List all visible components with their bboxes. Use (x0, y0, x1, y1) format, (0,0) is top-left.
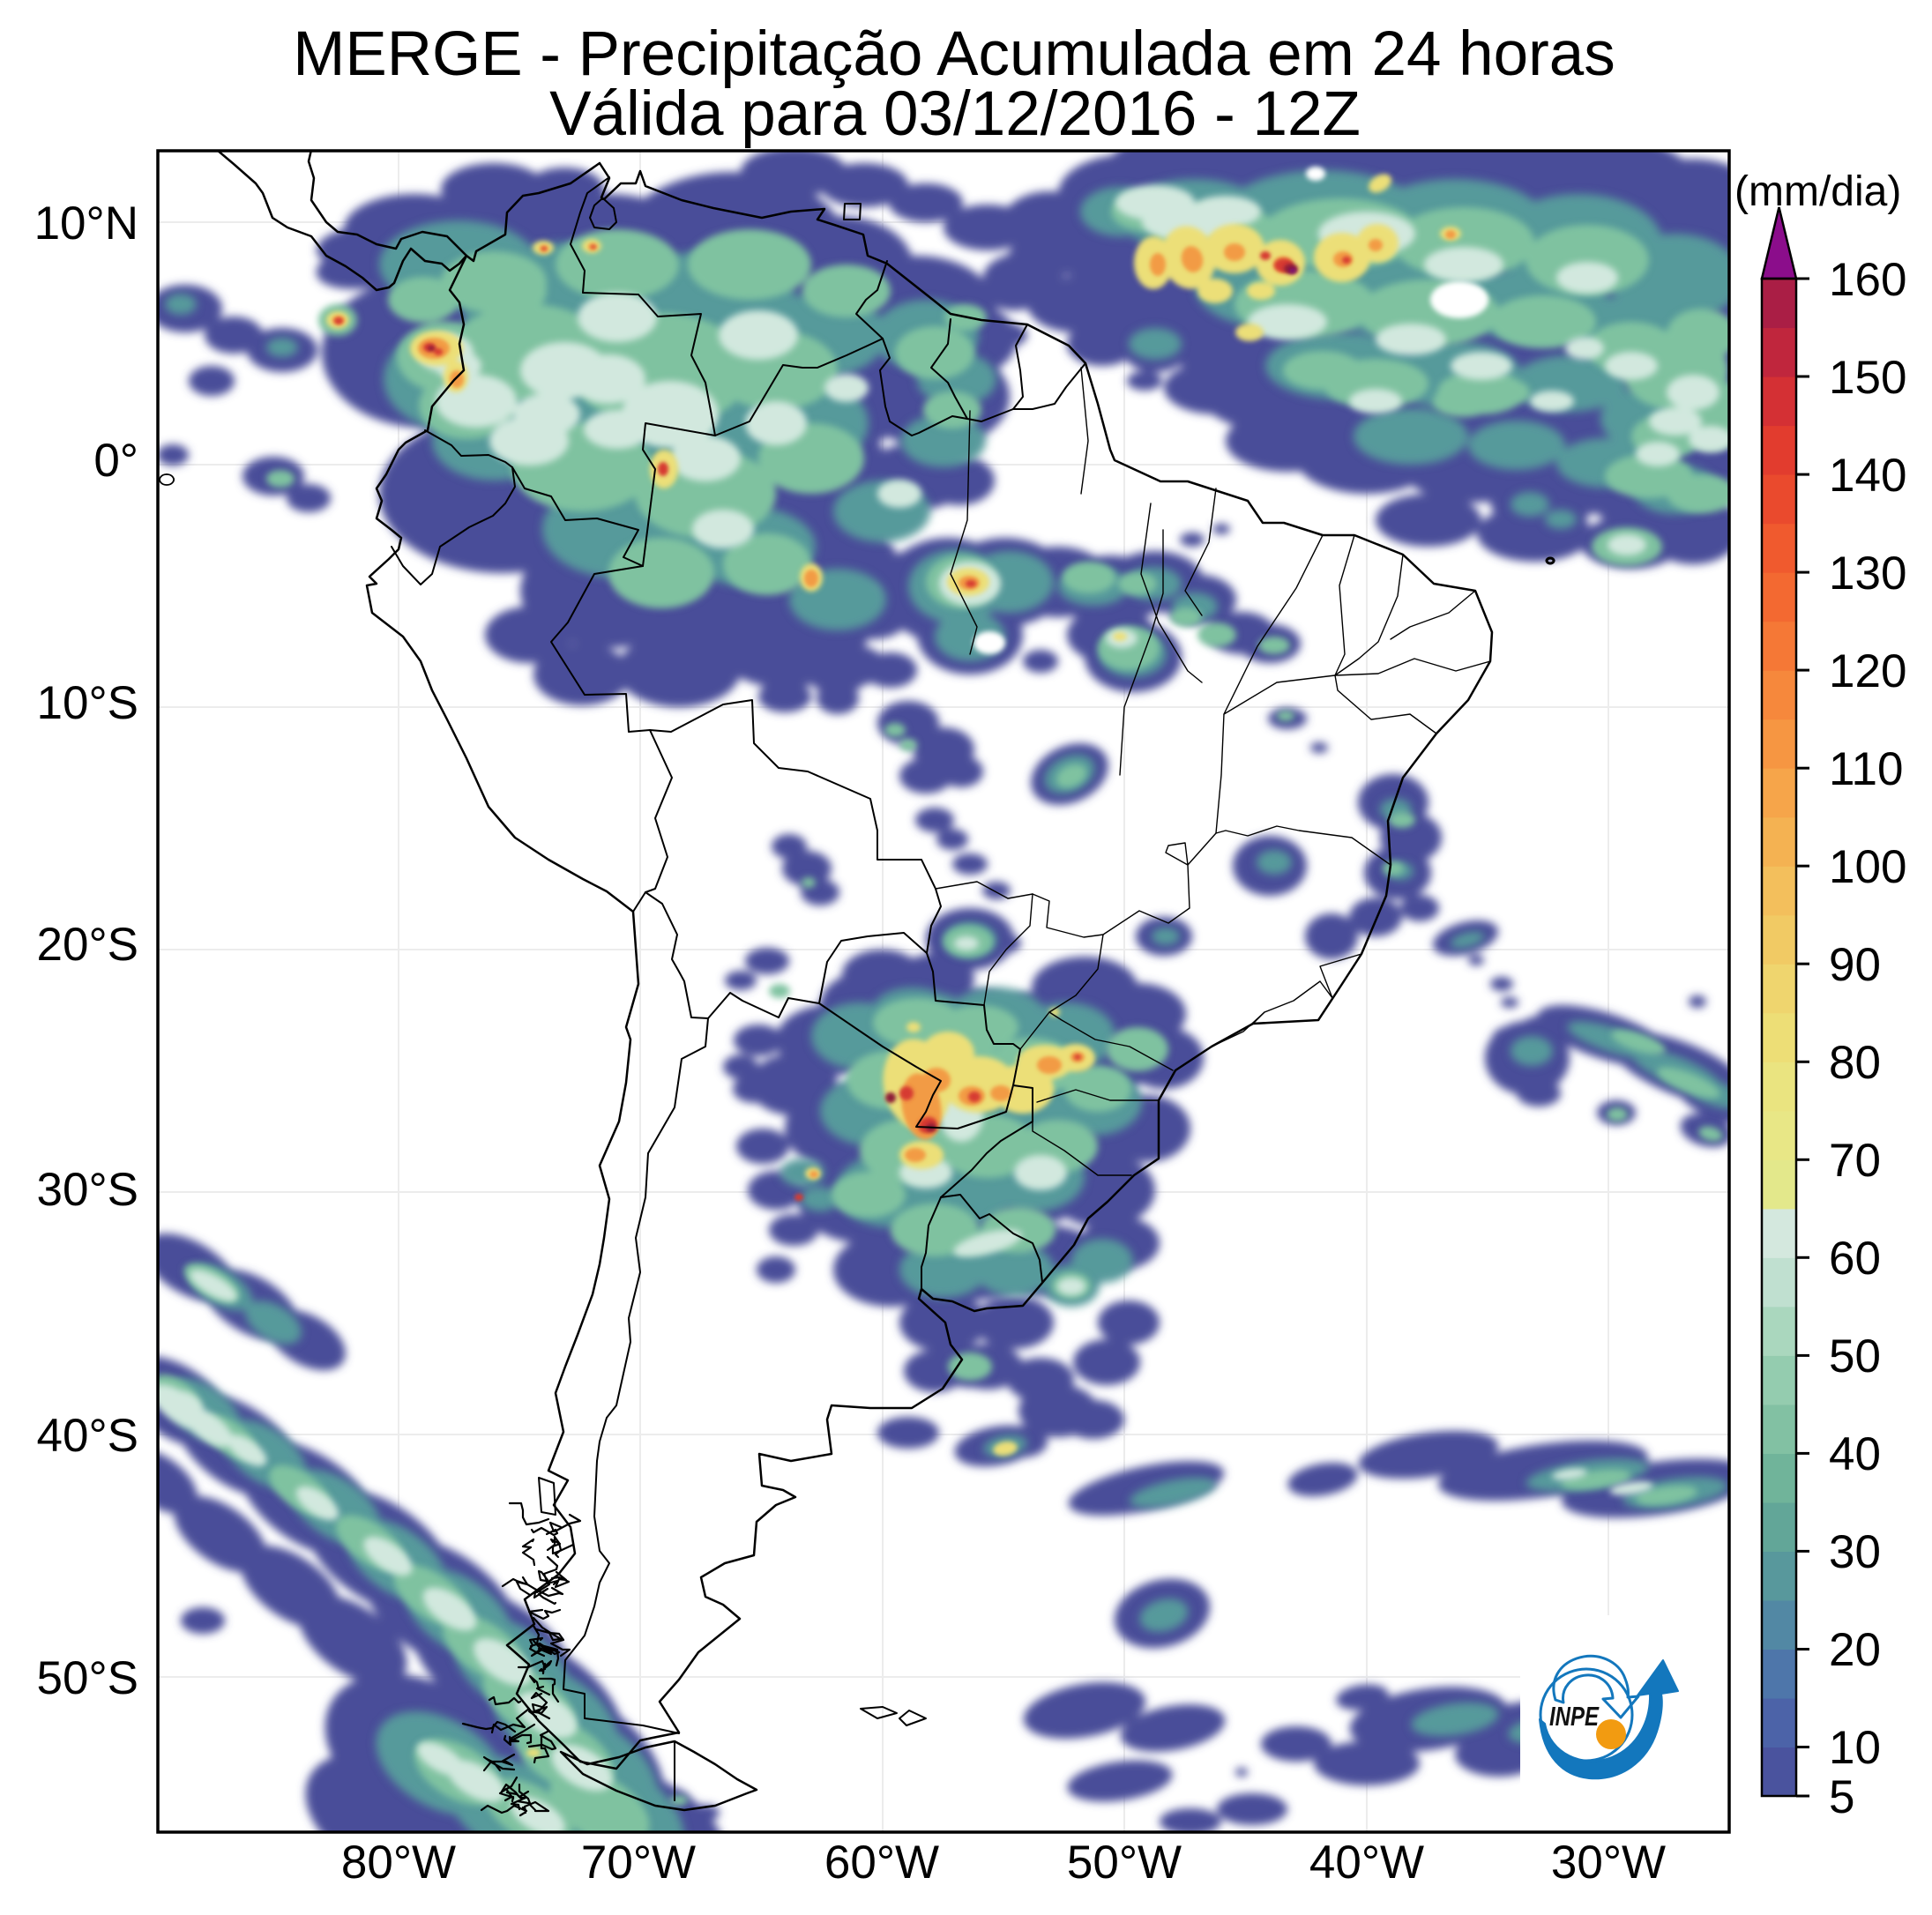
svg-text:10: 10 (1829, 1722, 1881, 1774)
svg-text:70°W: 70°W (581, 1837, 696, 1889)
svg-text:40: 40 (1829, 1428, 1881, 1480)
svg-text:MERGE - Precipitação Acumulada: MERGE - Precipitação Acumulada em 24 hor… (293, 19, 1615, 89)
svg-text:50: 50 (1829, 1330, 1881, 1382)
svg-text:50°S: 50°S (37, 1652, 139, 1704)
svg-text:90: 90 (1829, 939, 1881, 991)
svg-text:100: 100 (1829, 841, 1906, 893)
svg-text:150: 150 (1829, 352, 1906, 404)
svg-text:110: 110 (1829, 743, 1904, 795)
svg-text:20: 20 (1829, 1624, 1881, 1676)
svg-text:INPE: INPE (1549, 1701, 1600, 1732)
svg-text:70: 70 (1829, 1135, 1881, 1187)
svg-text:60°W: 60°W (824, 1837, 939, 1889)
svg-text:10°N: 10°N (34, 197, 138, 250)
svg-text:130: 130 (1829, 548, 1906, 600)
svg-text:50°W: 50°W (1067, 1837, 1182, 1889)
svg-text:(mm/dia): (mm/dia) (1734, 168, 1901, 215)
svg-text:40°W: 40°W (1309, 1837, 1424, 1889)
svg-text:80°W: 80°W (341, 1837, 456, 1889)
svg-text:140: 140 (1829, 450, 1906, 502)
svg-text:80: 80 (1829, 1037, 1881, 1089)
svg-text:30: 30 (1829, 1526, 1881, 1578)
svg-text:160: 160 (1829, 254, 1906, 306)
svg-text:5: 5 (1829, 1771, 1854, 1823)
svg-text:0°: 0° (93, 435, 138, 487)
svg-text:30°W: 30°W (1551, 1837, 1666, 1889)
svg-text:Válida para 03/12/2016 - 12Z: Válida para 03/12/2016 - 12Z (549, 79, 1361, 149)
svg-text:30°S: 30°S (37, 1164, 139, 1216)
svg-text:10°S: 10°S (37, 677, 139, 729)
svg-text:120: 120 (1829, 645, 1906, 697)
svg-text:20°S: 20°S (37, 919, 139, 971)
svg-text:60: 60 (1829, 1233, 1881, 1285)
svg-text:40°S: 40°S (37, 1410, 139, 1462)
